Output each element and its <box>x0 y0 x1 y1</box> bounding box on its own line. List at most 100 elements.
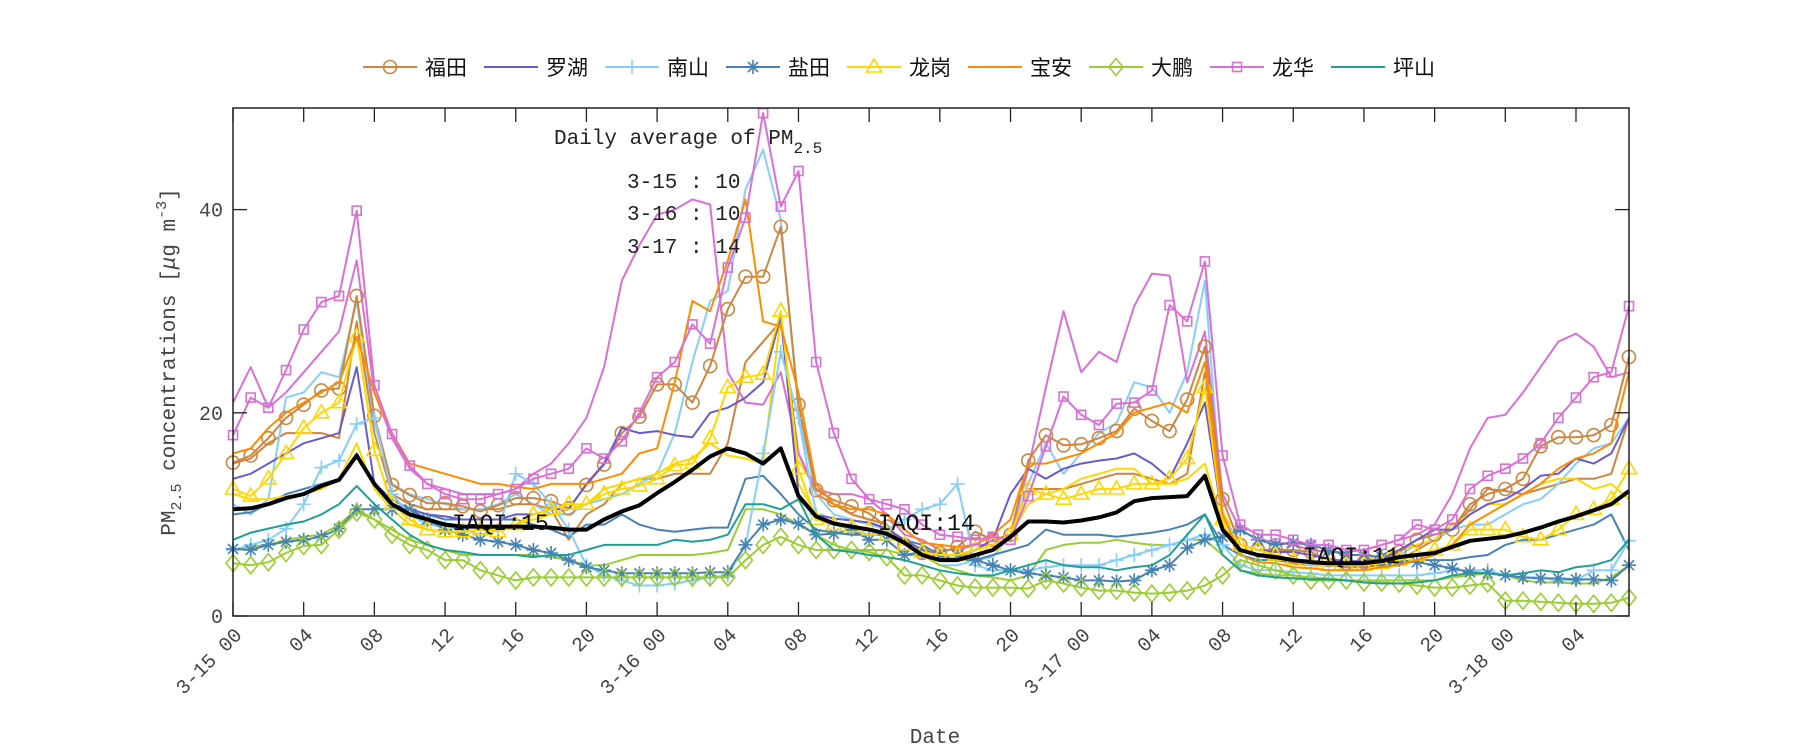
triangle-marker <box>1143 474 1161 490</box>
asterisk-marker <box>968 553 983 568</box>
square-marker <box>846 473 857 485</box>
iaqi-label-3-16: IAQI:14 <box>878 511 975 537</box>
x-tick-label: 20 <box>992 625 1025 658</box>
diamond-marker <box>1179 580 1196 601</box>
diamond-marker <box>578 567 595 588</box>
circle-marker <box>296 397 311 412</box>
asterisk-marker <box>738 537 753 552</box>
triangle-marker <box>294 418 313 434</box>
triangle-marker <box>1036 484 1055 500</box>
circle-marker <box>1197 339 1213 355</box>
x-tick-label: 16 <box>1346 625 1379 658</box>
diamond-marker <box>560 567 577 588</box>
x-tick-label: 12 <box>1275 625 1308 658</box>
legend-label: 福田 <box>425 56 467 80</box>
square-marker <box>1553 412 1564 424</box>
plus-marker <box>756 446 771 461</box>
asterisk-marker <box>614 566 629 581</box>
asterisk-marker <box>561 553 576 568</box>
diamond-marker <box>1426 577 1443 598</box>
square-marker <box>369 380 380 391</box>
legend-item-0[interactable]: 福田 <box>363 56 467 80</box>
square-marker <box>1022 490 1034 502</box>
series-4-line <box>232 310 1630 567</box>
legend-item-6[interactable]: 大鹏 <box>1089 56 1193 80</box>
diamond-marker <box>1161 582 1178 603</box>
triangle-marker <box>1107 479 1126 495</box>
triangle-marker <box>506 514 525 531</box>
y-tick-label: 20 <box>199 404 223 427</box>
triangle-marker <box>736 367 755 384</box>
legend-label: 南山 <box>667 56 709 80</box>
series-average-black <box>232 446 1631 566</box>
asterisk-marker <box>1515 570 1530 585</box>
circle-marker <box>1462 496 1478 512</box>
square-marker <box>1252 529 1264 541</box>
legend-item-2[interactable]: 南山 <box>605 56 709 80</box>
iaqi-annotations: IAQI:15 IAQI:14 IAQI:11 <box>452 511 1400 570</box>
diamond-marker <box>1532 592 1549 612</box>
triangle-marker <box>754 364 773 380</box>
asterisk-marker <box>597 563 612 578</box>
x-tick-label: 16 <box>497 625 530 658</box>
legend-item-3[interactable]: 盐田 <box>726 56 830 80</box>
triangle-marker <box>524 504 543 521</box>
plus-marker <box>1127 548 1142 563</box>
diamond-marker <box>1073 577 1090 598</box>
square-marker <box>1570 392 1582 403</box>
asterisk-marker <box>1551 571 1566 586</box>
square-marker <box>404 460 416 471</box>
square-marker <box>1535 437 1546 449</box>
series-5 <box>232 198 1630 572</box>
legend-plus-marker <box>625 60 639 74</box>
diamond-marker <box>1037 570 1054 591</box>
legend-item-5[interactable]: 宝安 <box>968 56 1072 80</box>
diamond-marker <box>861 542 878 562</box>
asterisk-marker <box>1162 558 1177 573</box>
circle-marker <box>1586 427 1601 443</box>
asterisk-marker <box>897 548 912 563</box>
triangle-marker <box>559 494 578 511</box>
x-tick-label: 08 <box>1204 625 1237 658</box>
triangle-marker <box>1496 520 1515 536</box>
square-marker <box>740 212 751 224</box>
circle-marker <box>402 487 418 503</box>
square-marker <box>1111 398 1122 409</box>
diamond-marker <box>737 550 754 570</box>
daily-average-annotation: Daily average of PM2.5 3-15 : 10 3-16 : … <box>554 128 822 260</box>
diamond-marker <box>384 524 401 545</box>
asterisk-marker <box>1074 573 1089 588</box>
legend-label: 盐田 <box>788 56 830 80</box>
square-marker <box>651 371 663 383</box>
legend-triangle-marker <box>865 57 883 73</box>
triangle-marker <box>1160 469 1179 485</box>
square-marker <box>1429 524 1440 535</box>
square-marker <box>1482 470 1493 482</box>
legend-item-4[interactable]: 龙岗 <box>847 56 951 80</box>
plus-marker <box>508 466 523 481</box>
circle-marker <box>526 490 541 506</box>
square-marker <box>457 493 469 505</box>
circle-marker <box>1604 417 1619 433</box>
asterisk-marker <box>438 522 453 537</box>
diamond-marker <box>490 565 507 586</box>
diamond-marker <box>295 536 312 556</box>
triangle-marker <box>542 499 560 516</box>
legend-item-8[interactable]: 坪山 <box>1331 56 1435 80</box>
square-marker <box>934 529 946 541</box>
legend-item-7[interactable]: 龙华 <box>1210 56 1314 80</box>
circle-marker <box>985 532 1001 548</box>
triangle-marker <box>1072 484 1091 500</box>
triangle-marker <box>1089 479 1108 495</box>
triangle-marker <box>259 469 278 485</box>
square-marker <box>863 493 875 505</box>
square-marker <box>492 488 504 500</box>
series-average-black-line <box>232 446 1631 566</box>
square-marker <box>1128 397 1140 408</box>
legend-item-1[interactable]: 罗湖 <box>484 56 588 80</box>
diamond-marker <box>878 547 895 567</box>
triangle-marker <box>1125 474 1144 490</box>
circle-marker <box>1480 486 1495 502</box>
daily-average-3-15: 3-15 : 10 <box>627 172 740 195</box>
asterisk-marker <box>1127 573 1142 588</box>
